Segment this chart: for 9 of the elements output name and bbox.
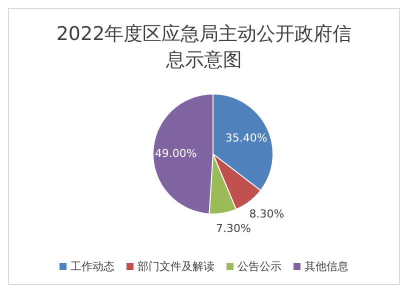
data-label: 8.30%: [249, 207, 284, 220]
legend-label: 其他信息: [304, 260, 348, 273]
chart-title: 2022年度区应急局主动公开政府信息示意图: [56, 23, 352, 71]
data-label: 35.40%: [225, 132, 268, 145]
legend-label: 工作动态: [70, 260, 114, 273]
data-label: 49.00%: [154, 146, 197, 160]
data-label: 7.30%: [216, 222, 251, 235]
legend-label: 部门文件及解读: [138, 260, 214, 273]
legend-label: 公告公示: [238, 260, 282, 273]
